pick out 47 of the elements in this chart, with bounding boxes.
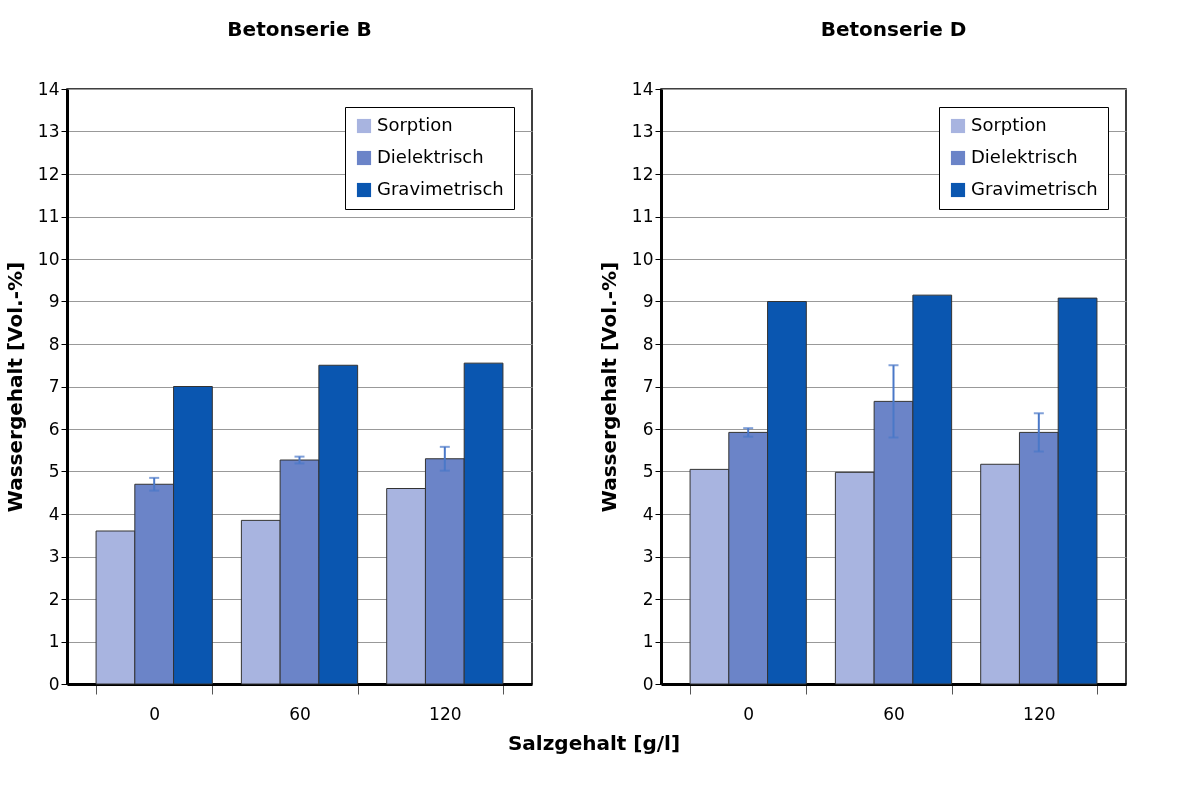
x-tick-label: 120: [429, 703, 462, 724]
y-tick-label: 12: [631, 163, 654, 184]
x-tick-label: 0: [149, 703, 161, 724]
y-tick-label: 9: [642, 291, 654, 311]
y-tick-label: 11: [631, 206, 654, 226]
y-tick-label: 2: [642, 588, 654, 609]
chart-title: Betonserie B: [227, 17, 372, 41]
y-tick-label: 9: [48, 291, 60, 311]
y-tick-label: 6: [642, 418, 654, 439]
y-tick-label: 14: [631, 78, 654, 99]
legend-label: Sorption: [971, 114, 1047, 135]
y-tick-label: 11: [37, 206, 60, 226]
y-tick-label: 10: [631, 248, 654, 269]
y-tick-label: 1: [48, 631, 60, 651]
chart-title: Betonserie D: [820, 17, 967, 41]
legend-label: Gravimetrisch: [377, 178, 504, 199]
y-tick-label: 4: [642, 503, 654, 524]
x-tick-label: 60: [883, 703, 905, 724]
x-tick-label: 120: [1023, 703, 1056, 724]
y-tick-label: 3: [48, 546, 60, 566]
y-tick-label: 7: [642, 376, 654, 396]
y-axis-title: Wassergehalt [Vol.-%]: [2, 261, 27, 513]
y-tick-label: 5: [642, 461, 654, 481]
x-tick-label: 60: [289, 703, 311, 724]
y-tick-label: 5: [48, 461, 60, 481]
y-tick-label: 7: [48, 376, 60, 396]
legend-label: Sorption: [377, 114, 453, 135]
y-tick-label: 13: [37, 121, 60, 141]
y-tick-label: 6: [48, 418, 60, 439]
legend-label: Gravimetrisch: [971, 178, 1098, 199]
y-tick-label: 0: [642, 673, 654, 694]
legend-label: Dielektrisch: [971, 146, 1078, 167]
y-tick-label: 3: [642, 546, 654, 566]
y-tick-label: 8: [642, 333, 654, 354]
x-axis-title: Salzgehalt [g/l]: [506, 731, 682, 755]
y-tick-label: 10: [37, 248, 60, 269]
y-tick-label: 4: [48, 503, 60, 524]
y-tick-label: 12: [37, 163, 60, 184]
y-tick-label: 0: [48, 673, 60, 694]
y-axis-title: Wassergehalt [Vol.-%]: [596, 261, 621, 513]
y-tick-label: 1: [642, 631, 654, 651]
y-tick-label: 2: [48, 588, 60, 609]
x-tick-label: 0: [743, 703, 755, 724]
y-tick-label: 13: [631, 121, 654, 141]
y-tick-label: 8: [48, 333, 60, 354]
legend-label: Dielektrisch: [377, 146, 484, 167]
y-tick-label: 14: [37, 78, 60, 99]
